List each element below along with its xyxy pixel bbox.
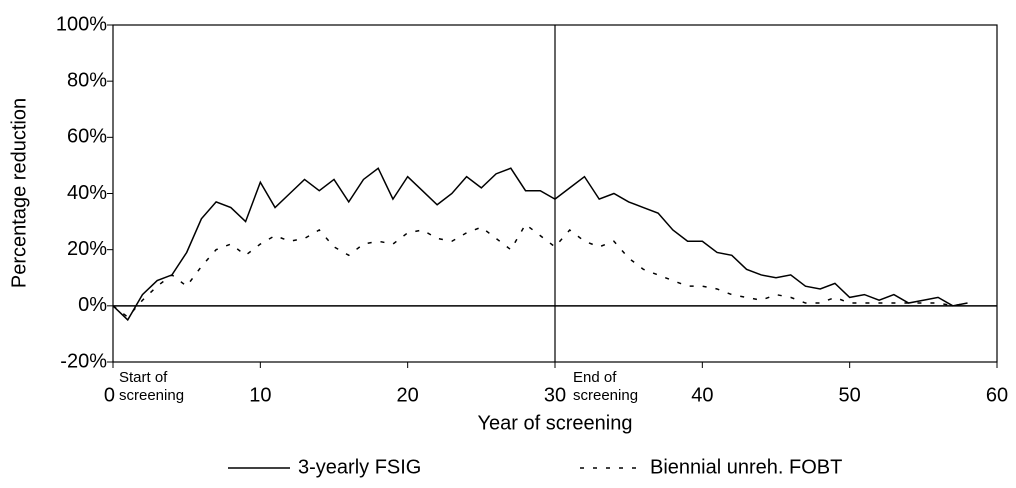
x-tick-label: 60 [986,384,1008,406]
y-tick-label: 40% [67,182,107,204]
y-tick-label: 20% [67,238,107,260]
y-axis-label: Percentage reduction [8,98,30,288]
x-tick-label: 20 [397,384,419,406]
x-tick-label: 40 [691,384,713,406]
x-tick-label: 10 [249,384,271,406]
series-line [112,167,968,322]
legend-label: Biennial unreh. FOBT [650,456,842,478]
annotation: Start of [119,369,168,386]
annotation: screening [573,387,638,404]
series-line [112,223,968,319]
legend-label: 3-yearly FSIG [298,456,421,478]
x-axis-label: Year of screening [478,412,633,434]
y-tick-label: 60% [67,126,107,148]
y-tick-label: 100% [56,13,107,35]
x-tick-label: 0 [104,384,115,406]
y-tick-label: 0% [78,294,107,316]
y-tick-label: -20% [60,350,107,372]
y-tick-label: 80% [67,69,107,91]
x-tick-label: 30 [544,384,566,406]
annotation: End of [573,369,617,386]
annotation: screening [119,387,184,404]
x-tick-label: 50 [839,384,861,406]
